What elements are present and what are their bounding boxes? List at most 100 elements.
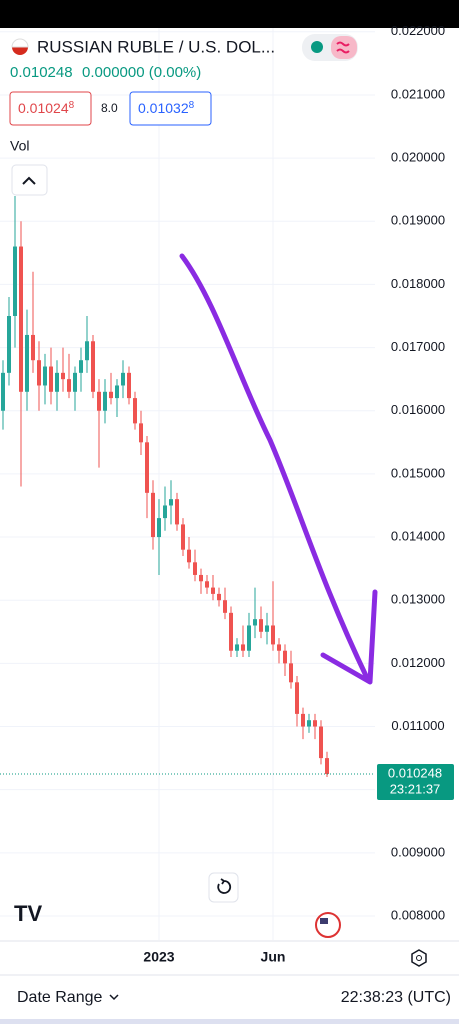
candle-body	[13, 246, 17, 316]
chevron-up	[22, 176, 36, 185]
candle-body	[85, 341, 89, 361]
reset-button[interactable]	[208, 872, 239, 903]
candle-body	[205, 581, 209, 588]
candle-body	[103, 391, 107, 411]
candle-body	[37, 360, 41, 386]
candle-body	[7, 316, 11, 373]
candle-body	[31, 334, 35, 361]
candle-body	[67, 379, 71, 392]
arrow-head	[320, 589, 378, 685]
candle-body	[241, 644, 245, 651]
candle-body	[265, 625, 269, 632]
candle-body	[253, 619, 257, 626]
price-change: 0.000000 (0.00%)	[82, 64, 201, 81]
candle-body	[145, 442, 149, 493]
candle-body	[211, 587, 215, 594]
wave-icon-bg	[331, 36, 357, 59]
settings-icon[interactable]	[411, 949, 427, 967]
y-tick-label: 0.015000	[391, 465, 445, 480]
candle-body	[187, 549, 191, 563]
candle-body	[175, 499, 179, 525]
candle-body	[199, 574, 203, 582]
candle-body	[235, 644, 239, 651]
y-tick-label: 0.009000	[391, 844, 445, 859]
candle-body	[25, 334, 29, 392]
y-tick-label: 0.011000	[391, 718, 444, 733]
bid-price: 0.010248	[18, 100, 75, 116]
candle-body	[43, 366, 47, 386]
reset-icon	[217, 878, 232, 894]
candle-body	[313, 720, 317, 727]
y-tick-label: 0.020000	[391, 150, 445, 165]
candle-body	[49, 366, 53, 392]
y-tick-label: 0.019000	[391, 213, 445, 228]
last-price-label: 0.010248	[388, 765, 442, 780]
candle-body	[127, 372, 131, 399]
candle-body	[61, 372, 65, 380]
market-open-dot	[311, 41, 323, 53]
candle-body	[319, 726, 323, 759]
candle-body	[73, 372, 77, 392]
candle-body	[247, 625, 251, 651]
countdown: 23:21:37	[390, 781, 441, 796]
y-tick-label: 0.022000	[391, 23, 445, 38]
events-icon[interactable]	[315, 912, 341, 938]
nav-bar	[0, 1019, 459, 1024]
collapse-button[interactable]	[11, 164, 48, 196]
settings-dot	[416, 955, 422, 961]
candle-body	[301, 713, 305, 727]
candle-body	[139, 423, 143, 443]
tv-logo: TV	[14, 901, 42, 926]
events-flag	[320, 918, 328, 924]
candles	[1, 196, 329, 778]
candle-body	[223, 600, 227, 613]
candle-body	[133, 398, 137, 424]
candle-body	[97, 391, 101, 411]
candle-body	[151, 492, 155, 538]
drawn-arrow	[179, 253, 371, 683]
candle-body	[109, 391, 113, 399]
y-tick-label: 0.008000	[391, 907, 445, 922]
date-range-button[interactable]: Date Range	[17, 989, 102, 1006]
y-tick-label: 0.021000	[391, 86, 445, 101]
utc-time: 22:38:23 (UTC)	[341, 989, 451, 1006]
candle-body	[169, 499, 173, 506]
candle-body	[277, 644, 281, 651]
y-tick-label: 0.017000	[391, 339, 445, 354]
y-tick-label: 0.016000	[391, 402, 445, 417]
candle-body	[229, 612, 233, 651]
candle-body	[19, 246, 23, 392]
ask-price: 0.010328	[138, 100, 195, 116]
candle-body	[283, 650, 287, 664]
x-tick-label: 2023	[143, 949, 174, 965]
candle-body	[157, 518, 161, 538]
candle-body	[91, 341, 95, 392]
flag-top	[11, 38, 29, 48]
spread: 8.0	[101, 101, 118, 115]
grid	[0, 28, 375, 940]
candle-body	[295, 682, 299, 714]
candle-body	[181, 524, 185, 550]
status-bar	[0, 0, 459, 28]
sell-button[interactable]	[9, 91, 92, 126]
volume-label: Vol	[10, 138, 29, 154]
last-price-tag	[377, 764, 454, 801]
y-tick-label: 0.013000	[391, 592, 445, 607]
candle-body	[193, 562, 197, 575]
y-tick-label: 0.014000	[391, 528, 445, 543]
candle-body	[163, 505, 167, 519]
candle-body	[1, 372, 5, 411]
candle-body	[79, 360, 83, 373]
candle-body	[307, 720, 311, 727]
symbol-title: RUSSIAN RUBLE / U.S. DOL...	[37, 37, 275, 56]
last-price: 0.010248	[10, 64, 73, 81]
candle-body	[325, 758, 329, 775]
candle-body	[115, 385, 119, 399]
dropdown-chevron	[109, 994, 119, 1001]
x-tick-label: Jun	[261, 949, 286, 965]
candle-body	[259, 619, 263, 632]
buy-button[interactable]	[129, 91, 212, 126]
candle-body	[217, 593, 221, 601]
